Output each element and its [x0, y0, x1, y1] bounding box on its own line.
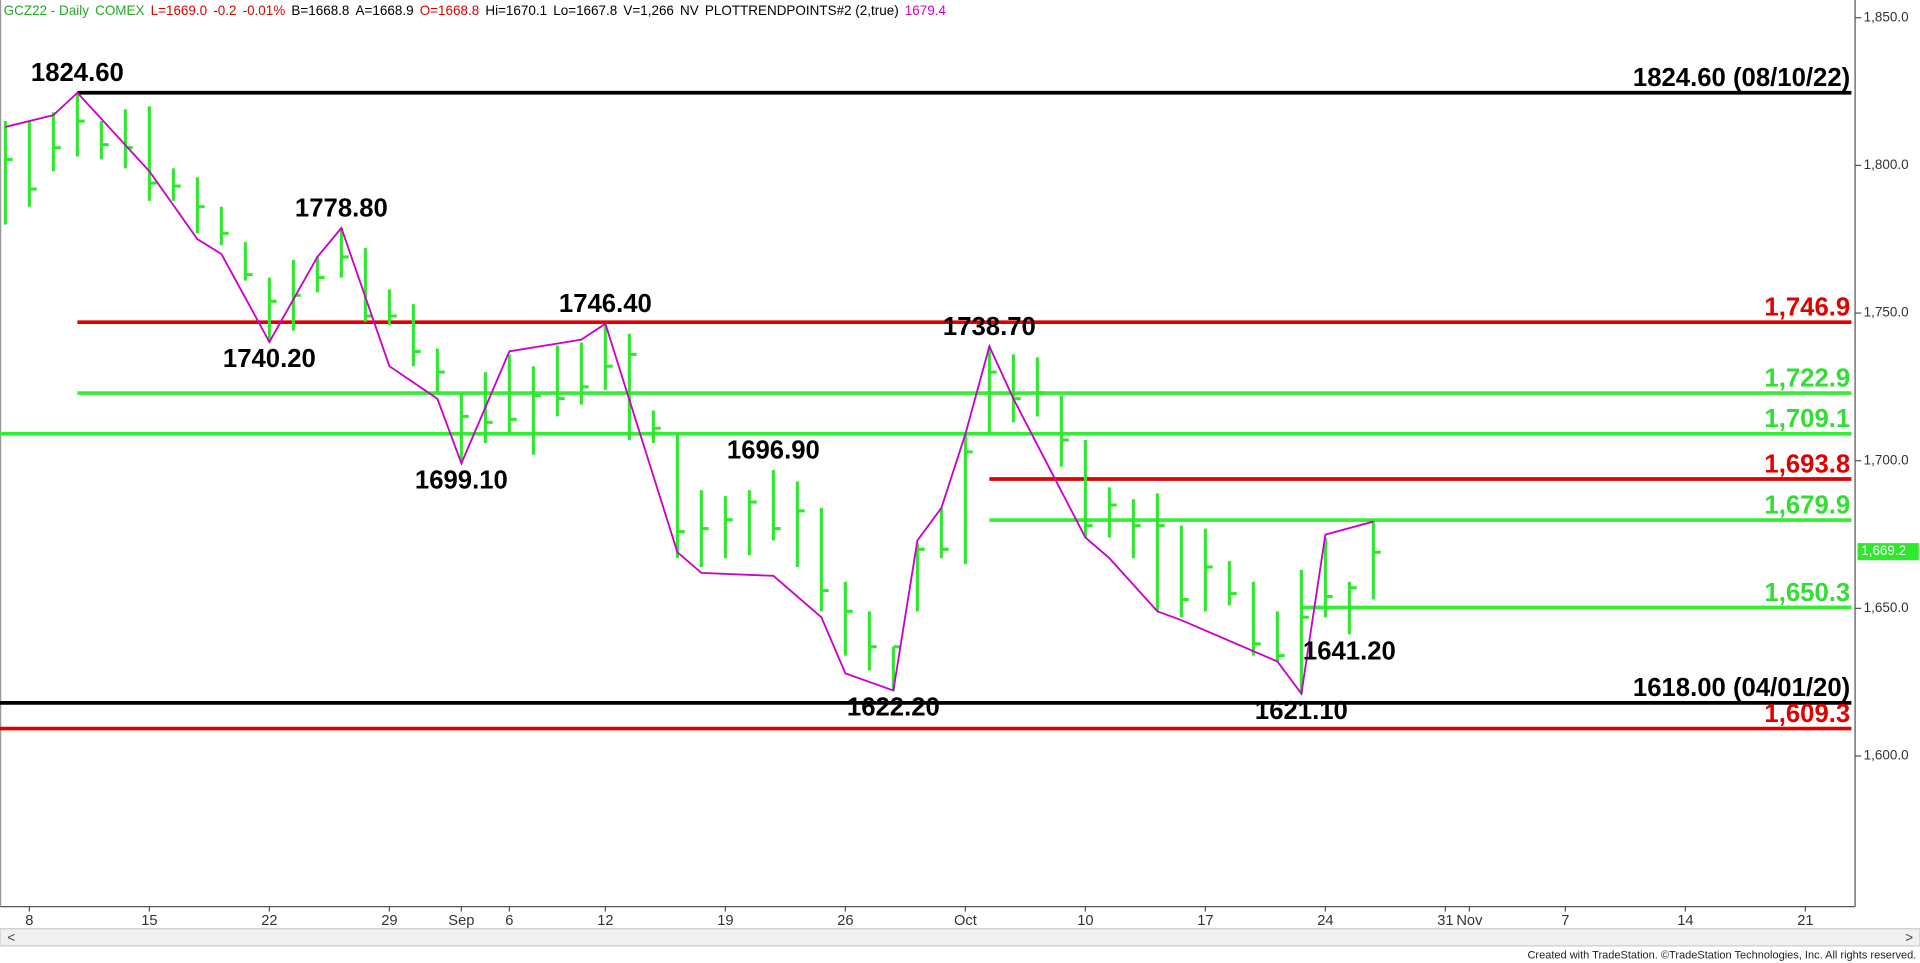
swing-label: 1778.80 — [295, 194, 388, 222]
y-tick-label: 1,600.0 — [1864, 748, 1909, 763]
header-item: NV — [680, 3, 699, 18]
level-label: 1,650.3 — [1764, 579, 1850, 607]
level-label: 1,709.1 — [1764, 405, 1850, 433]
scroll-right[interactable]: > — [1905, 930, 1913, 945]
level-label: 1618.00 (04/01/20) — [1633, 674, 1850, 702]
x-tick-label: 10 — [1077, 913, 1093, 929]
x-tick-label: 14 — [1677, 913, 1693, 929]
header-item: A=1668.9 — [356, 3, 414, 18]
swing-label: 1696.90 — [727, 436, 820, 464]
scroll-left[interactable]: < — [7, 930, 15, 945]
swing-label: 1621.10 — [1255, 697, 1348, 725]
x-tick-label: 21 — [1797, 913, 1813, 929]
y-tick-label: 1,650.0 — [1864, 600, 1909, 615]
x-tick-label: Oct — [954, 913, 977, 929]
x-tick-label: 19 — [717, 913, 733, 929]
header-item: PLOTTRENDPOINTS#2 (2,true) — [705, 3, 899, 18]
x-tick-label: 26 — [837, 913, 853, 929]
header-item: V=1,266 — [623, 3, 674, 18]
header-item: L=1669.0 — [151, 3, 208, 18]
swing-label: 1746.40 — [559, 290, 652, 318]
last-price-label: 1,669.2 — [1861, 543, 1906, 558]
y-tick-label: 1,750.0 — [1864, 305, 1909, 320]
x-tick-label: 6 — [505, 913, 513, 929]
header-item: 1679.4 — [905, 3, 947, 18]
swing-label: 1738.70 — [943, 313, 1036, 341]
x-tick-label: Sep — [448, 913, 474, 929]
swing-label: 1699.10 — [415, 467, 508, 495]
x-tick-label: 15 — [141, 913, 157, 929]
footer: Created with TradeStation. ©TradeStation… — [1527, 950, 1916, 962]
level-label: 1,609.3 — [1764, 700, 1850, 728]
x-tick-label: 17 — [1197, 913, 1213, 929]
header-item: Lo=1667.8 — [553, 3, 617, 18]
scrollbar[interactable] — [0, 928, 1920, 947]
x-tick-label: 31 — [1437, 913, 1453, 929]
swing-label: 1824.60 — [31, 59, 124, 87]
level-label: 1,693.8 — [1764, 450, 1850, 478]
header-item: B=1668.8 — [291, 3, 349, 18]
swing-label: 1622.20 — [847, 694, 940, 722]
x-tick-label: 12 — [597, 913, 613, 929]
x-tick-label: Nov — [1456, 913, 1483, 929]
header-item: -0.2 — [213, 3, 236, 18]
header-item: GCZ22 - Daily — [4, 3, 90, 18]
trend-line — [5, 91, 1374, 697]
level-label: 1824.60 (08/10/22) — [1633, 64, 1850, 92]
level-label: 1,722.9 — [1764, 364, 1850, 392]
header: GCZ22 - Daily COMEX L=1669.0 -0.2 -0.01% B=16… — [4, 3, 947, 18]
last-price-badge — [1857, 543, 1919, 561]
x-tick-label: 7 — [1561, 913, 1569, 929]
header-item: COMEX — [95, 3, 144, 18]
x-tick-label: 8 — [25, 913, 33, 929]
swing-label: 1641.20 — [1303, 638, 1396, 666]
header-item: O=1668.8 — [420, 3, 480, 18]
y-tick-label: 1,850.0 — [1864, 9, 1909, 24]
header-item: -0.01% — [243, 3, 286, 18]
x-tick-label: 29 — [381, 913, 397, 929]
level-label: 1,679.9 — [1764, 491, 1850, 519]
swing-label: 1740.20 — [223, 345, 316, 373]
y-tick-label: 1,800.0 — [1864, 157, 1909, 172]
header-item: Hi=1670.1 — [485, 3, 547, 18]
y-tick-label: 1,700.0 — [1864, 452, 1909, 467]
level-label: 1,746.9 — [1764, 294, 1850, 322]
x-tick-label: 22 — [261, 913, 277, 929]
x-tick-label: 24 — [1317, 913, 1333, 929]
